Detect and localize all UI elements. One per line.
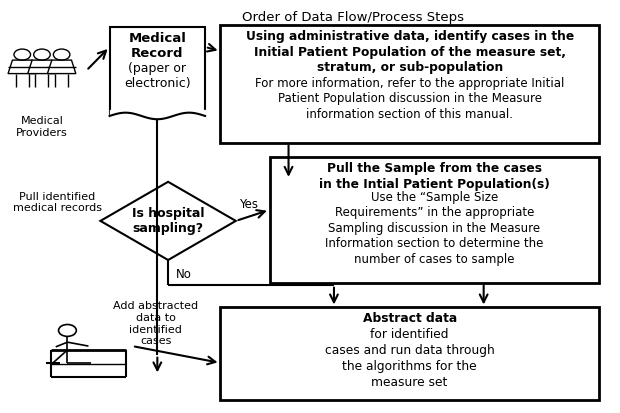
Text: Medical
Record: Medical Record — [128, 31, 186, 59]
Text: Pull the Sample from the cases
in the Intial Patient Population(s): Pull the Sample from the cases in the In… — [319, 162, 550, 190]
Polygon shape — [47, 60, 76, 74]
Text: Is hospital
sampling?: Is hospital sampling? — [132, 207, 205, 235]
Text: For more information, refer to the appropriate Initial
Patient Population discus: For more information, refer to the appro… — [255, 77, 564, 121]
Polygon shape — [8, 60, 37, 74]
Text: Pull identified
medical records: Pull identified medical records — [13, 192, 102, 213]
FancyBboxPatch shape — [270, 157, 599, 282]
FancyBboxPatch shape — [221, 25, 599, 143]
FancyBboxPatch shape — [110, 27, 205, 116]
Text: Abstract data: Abstract data — [363, 312, 457, 325]
Text: (paper or
electronic): (paper or electronic) — [124, 62, 191, 90]
Polygon shape — [100, 182, 236, 260]
Polygon shape — [28, 60, 56, 74]
Text: Using administrative data, identify cases in the
Initial Patient Population of t: Using administrative data, identify case… — [246, 30, 574, 74]
FancyBboxPatch shape — [221, 307, 599, 400]
Text: for identified
cases and run data through
the algorithms for the
measure set: for identified cases and run data throug… — [325, 328, 495, 389]
Text: Add abstracted
data to
identified
cases: Add abstracted data to identified cases — [113, 301, 198, 346]
Text: Yes: Yes — [239, 197, 258, 211]
Text: No: No — [175, 268, 192, 280]
Text: Medical
Providers: Medical Providers — [16, 116, 68, 138]
Text: Use the “Sample Size
Requirements” in the appropriate
Sampling discussion in the: Use the “Sample Size Requirements” in th… — [325, 191, 544, 266]
Text: Order of Data Flow/Process Steps: Order of Data Flow/Process Steps — [242, 11, 464, 24]
